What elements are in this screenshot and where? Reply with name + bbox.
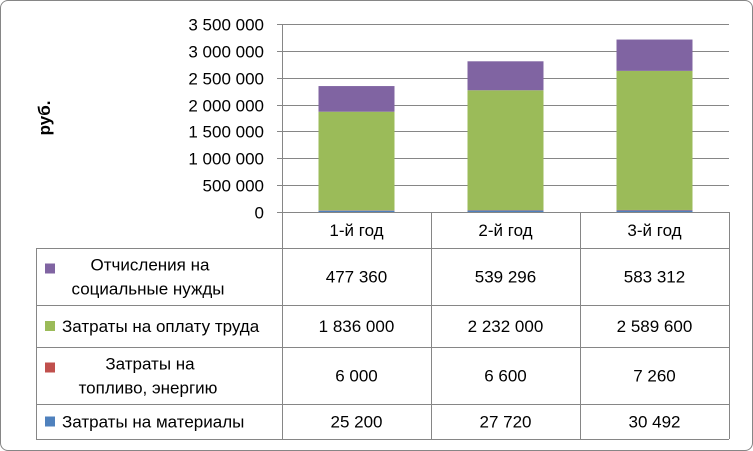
bar-segment (616, 70, 693, 210)
y-tick-label: 2 000 000 (188, 97, 264, 116)
x-category-label: 1-й год (329, 221, 383, 240)
data-value: 6 600 (484, 367, 527, 386)
data-value: 1 836 000 (319, 317, 395, 336)
data-value: 2 232 000 (468, 317, 544, 336)
bar-segment (318, 86, 395, 112)
axes: 0 500 000 1 000 000 1 500 000 2 000 000 2 500… (188, 16, 283, 223)
y-tick-label: 1 000 000 (188, 150, 264, 169)
data-value: 583 312 (624, 268, 685, 287)
bar-segment (616, 210, 693, 212)
series-name: Затраты на материалы (62, 413, 244, 432)
data-value: 27 720 (480, 413, 532, 432)
x-category-label: 3-й год (627, 221, 681, 240)
bar-segment (467, 61, 544, 91)
series-name: Затраты на оплату труда (62, 317, 260, 336)
bar-segment (616, 39, 693, 71)
y-tick-label: 500 000 (203, 177, 264, 196)
y-tick-label: 1 500 000 (188, 123, 264, 142)
bar-segment (467, 210, 544, 212)
data-value: 477 360 (326, 268, 387, 287)
y-tick-label: 3 000 000 (188, 43, 264, 62)
data-value: 6 000 (335, 367, 378, 386)
y-axis-label: руб. (35, 101, 54, 136)
series-name: топливо, энергию (79, 379, 218, 398)
bar-segment (318, 111, 395, 211)
x-category-label: 2-й год (478, 221, 532, 240)
legend-key (45, 263, 55, 274)
data-value: 7 260 (633, 367, 676, 386)
legend-key (45, 362, 55, 373)
data-value: 539 296 (475, 268, 536, 287)
series-name: Затраты на (105, 355, 195, 374)
legend-key (45, 321, 55, 331)
data-value: 25 200 (331, 413, 383, 432)
series-name: социальные нужды (72, 280, 225, 299)
y-tick-label: 2 500 000 (188, 70, 264, 89)
data-table: 1-й год 2-й год 3-й год Отчисления на социал… (36, 212, 730, 440)
data-value: 30 492 (629, 413, 681, 432)
bar-segment (318, 210, 395, 212)
data-value: 2 589 600 (617, 317, 693, 336)
legend-key (45, 416, 55, 427)
y-tick-label: 3 500 000 (188, 16, 264, 35)
bar-segment (467, 90, 544, 211)
bars (318, 39, 693, 212)
series-name: Отчисления на (91, 256, 210, 275)
y-tick-label: 0 (255, 204, 264, 223)
